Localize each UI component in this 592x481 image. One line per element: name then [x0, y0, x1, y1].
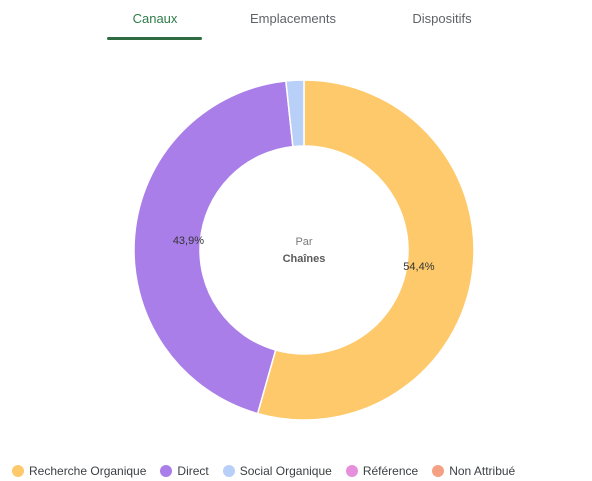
donut-slice-social-organique[interactable] — [285, 79, 305, 148]
slice-value-label: 43,9% — [173, 235, 204, 247]
legend-item-non-attribue[interactable]: Non Attribué — [432, 464, 515, 478]
donut-slice-recherche-organique[interactable] — [256, 79, 475, 421]
active-tab-underline — [107, 37, 202, 40]
legend-item-social-organique[interactable]: Social Organique — [222, 464, 332, 478]
center-label-bottom: Chaînes — [283, 253, 326, 265]
center-label-top: Par — [295, 236, 312, 248]
legend-swatch — [345, 465, 358, 477]
legend-label: Référence — [362, 464, 419, 478]
legend-label: Recherche Organique — [29, 464, 147, 478]
legend-swatch — [12, 465, 24, 477]
tab-emplacements[interactable]: Emplacements — [250, 11, 336, 26]
legend-swatch — [160, 465, 173, 477]
donut-slice-labels: 54,4% 43,9% — [173, 235, 435, 273]
legend-label: Non Attribué — [449, 464, 516, 478]
tab-dispositifs[interactable]: Dispositifs — [412, 11, 472, 26]
legend-item-direct[interactable]: Direct — [160, 464, 209, 478]
donut-slices — [133, 79, 475, 421]
slice-value-label: 54,4% — [403, 261, 434, 273]
legend-swatch — [222, 465, 235, 477]
chart-legend: Recherche Organique Direct Social Organi… — [12, 462, 515, 480]
tab-bar: Canaux Emplacements Dispositifs — [0, 0, 592, 46]
donut-slice-direct[interactable] — [133, 80, 294, 415]
tab-canaux[interactable]: Canaux — [132, 11, 178, 26]
legend-item-recherche-organique[interactable]: Recherche Organique — [12, 464, 146, 478]
legend-label: Social Organique — [239, 464, 332, 478]
legend-item-reference[interactable]: Référence — [345, 464, 419, 478]
legend-label: Direct — [177, 464, 209, 478]
legend-swatch — [432, 465, 445, 477]
